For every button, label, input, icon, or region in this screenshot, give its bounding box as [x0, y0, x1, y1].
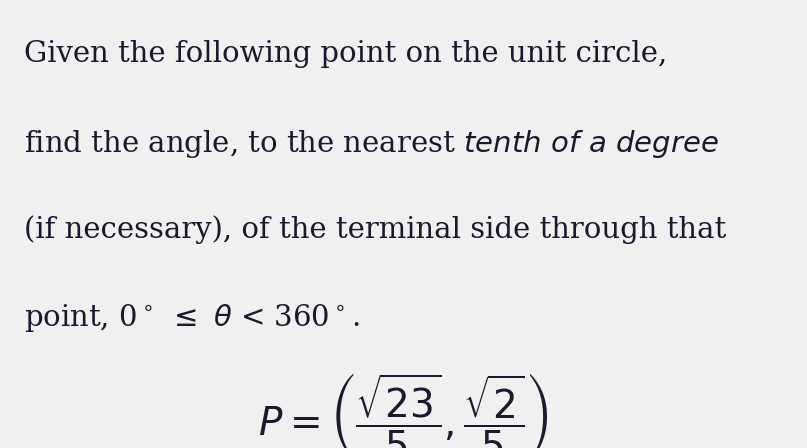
Text: Given the following point on the unit circle,: Given the following point on the unit ci… — [24, 40, 667, 68]
Text: find the angle, to the nearest $\mathit{tenth\ of\ a\ degree}$: find the angle, to the nearest $\mathit{… — [24, 128, 719, 159]
Text: $\mathit{P} = \left( \dfrac{\sqrt{23}}{5} , \dfrac{\sqrt{2}}{5} \right)$: $\mathit{P} = \left( \dfrac{\sqrt{23}}{5… — [258, 372, 549, 448]
Text: (if necessary), of the terminal side through that: (if necessary), of the terminal side thr… — [24, 215, 726, 244]
Text: point, 0$^\circ$ $\leq$ $\theta$ < 360$^\circ$.: point, 0$^\circ$ $\leq$ $\theta$ < 360$^… — [24, 302, 360, 334]
